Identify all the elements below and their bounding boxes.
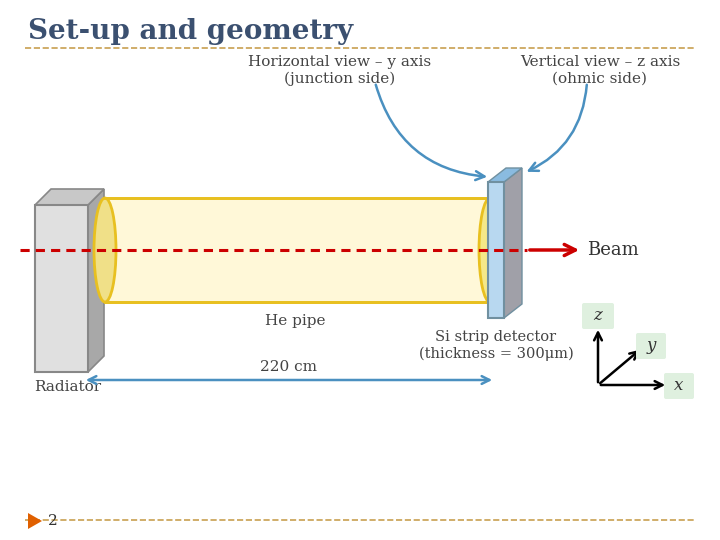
Bar bbox=[488, 182, 504, 318]
Polygon shape bbox=[28, 513, 42, 529]
FancyBboxPatch shape bbox=[664, 373, 694, 399]
Text: Si strip detector
(thickness = 300μm): Si strip detector (thickness = 300μm) bbox=[418, 330, 573, 361]
Text: Vertical view – z axis
(ohmic side): Vertical view – z axis (ohmic side) bbox=[520, 55, 680, 85]
FancyBboxPatch shape bbox=[636, 333, 666, 359]
Bar bbox=[35, 205, 88, 372]
Bar bbox=[105, 198, 490, 302]
Ellipse shape bbox=[94, 198, 116, 302]
FancyBboxPatch shape bbox=[582, 303, 614, 329]
Text: y: y bbox=[647, 338, 656, 354]
Ellipse shape bbox=[479, 198, 501, 302]
Text: 2: 2 bbox=[48, 514, 58, 528]
Text: z: z bbox=[593, 307, 603, 325]
Polygon shape bbox=[488, 168, 522, 182]
Polygon shape bbox=[88, 189, 104, 372]
Text: Horizontal view – y axis
(junction side): Horizontal view – y axis (junction side) bbox=[248, 55, 431, 86]
Text: Beam: Beam bbox=[587, 241, 639, 259]
Polygon shape bbox=[35, 189, 104, 205]
Text: x: x bbox=[675, 377, 684, 395]
Text: 220 cm: 220 cm bbox=[261, 360, 318, 374]
Text: He pipe: He pipe bbox=[265, 314, 325, 328]
Text: Set-up and geometry: Set-up and geometry bbox=[28, 18, 353, 45]
Polygon shape bbox=[504, 168, 522, 318]
Text: Radiator: Radiator bbox=[35, 380, 102, 394]
